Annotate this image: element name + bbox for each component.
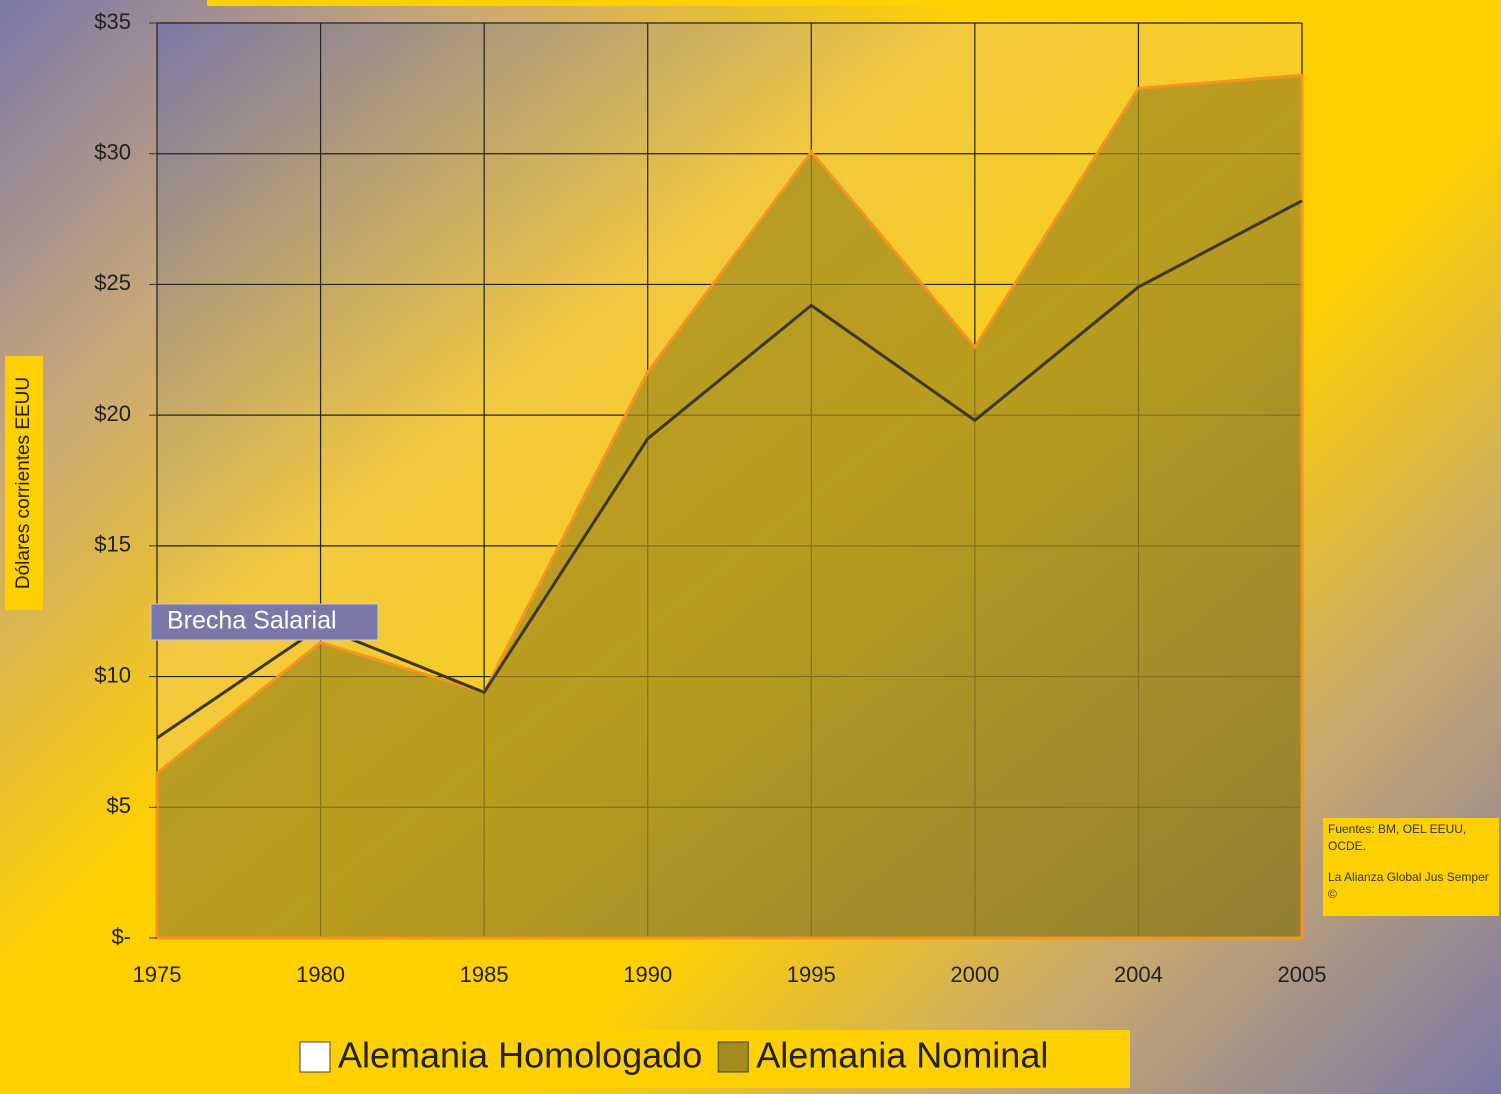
- y-tick-label: $25: [94, 270, 131, 295]
- x-tick-label: 2004: [1114, 962, 1163, 987]
- y-tick-label: $-: [111, 924, 131, 949]
- area: [155, 73, 1304, 940]
- x-tick-label: 1985: [460, 962, 509, 987]
- legend-label: Alemania Nominal: [756, 1035, 1048, 1076]
- legend-box: [293, 1030, 1130, 1088]
- source-note: Fuentes: BM, OEL EEUU, OCDE. La Alianza …: [1323, 818, 1499, 916]
- x-tick-label: 1980: [296, 962, 345, 987]
- x-tick-label: 1975: [133, 962, 182, 987]
- annotation: Brecha Salarial: [167, 607, 337, 635]
- credit: La Alianza Global Jus Semper ©: [1328, 870, 1489, 901]
- y-tick-label: $30: [94, 140, 131, 165]
- y-tick-label: $35: [94, 9, 131, 34]
- x-tick-label: 1990: [623, 962, 672, 987]
- x-tick-label: 2005: [1278, 962, 1327, 987]
- y-tick-label: $20: [94, 401, 131, 426]
- y-label-box: [5, 356, 43, 610]
- y-tick-label: $5: [107, 793, 131, 818]
- y-tick-label: $15: [94, 532, 131, 557]
- legend-swatch: [299, 1041, 331, 1073]
- legend-label: Alemania Homologado: [338, 1035, 702, 1076]
- y-tick-label: $10: [94, 662, 131, 687]
- source: Fuentes: BM, OEL EEUU, OCDE.: [1328, 822, 1467, 853]
- y-axis-label: Dólares corrientes EEUU: [13, 377, 34, 589]
- x-tick-label: 2000: [950, 962, 999, 987]
- top-bar: [207, 0, 1300, 6]
- annotation-box: [150, 603, 379, 641]
- x-tick-label: 1995: [787, 962, 836, 987]
- legend-swatch: [717, 1041, 749, 1073]
